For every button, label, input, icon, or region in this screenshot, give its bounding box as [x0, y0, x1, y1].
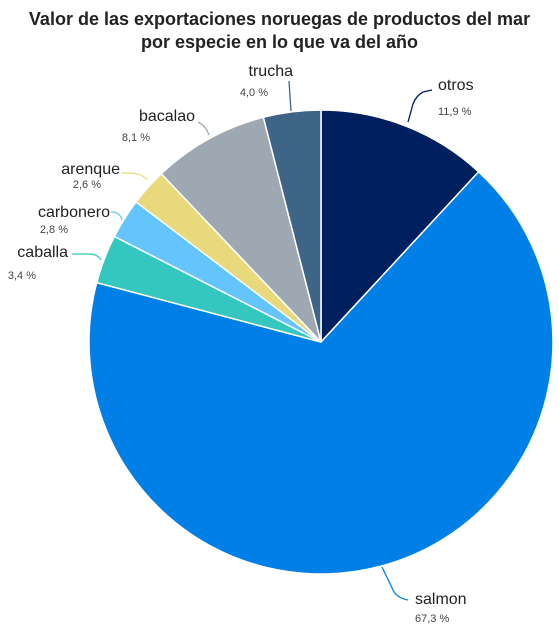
- pie-slices: [88, 109, 554, 575]
- slice-label-carbonero: carbonero: [38, 204, 110, 221]
- slice-label-arenque: arenque: [61, 161, 120, 178]
- pie-slice-otros[interactable]: [320, 109, 480, 343]
- slice-label-salmon: salmon: [415, 591, 467, 608]
- leader-line-otros: [407, 89, 433, 123]
- slice-value-otros: 11,9 %: [438, 106, 472, 118]
- slice-value-salmon: 67,3 %: [415, 613, 449, 625]
- slice-value-caballa: 3,4 %: [8, 270, 36, 282]
- slice-value-arenque: 2,6 %: [73, 179, 101, 191]
- pie-slice-bacalao[interactable]: [160, 116, 322, 343]
- pie-slice-trucha[interactable]: [262, 109, 322, 343]
- slice-value-carbonero: 2,8 %: [40, 224, 68, 236]
- leader-line-caballa: [72, 253, 102, 261]
- slice-label-trucha: trucha: [249, 63, 294, 80]
- chart-title-line-1: Valor de las exportaciones noruegas de p…: [28, 9, 531, 29]
- chart-title-line-2: por especie en lo que va del año: [140, 32, 419, 52]
- leader-line-arenque: [121, 172, 148, 181]
- leader-line-bacalao: [197, 121, 210, 136]
- pie-slice-salmon[interactable]: [88, 171, 554, 575]
- leader-line-carbonero: [110, 211, 123, 221]
- slice-value-bacalao: 8,1 %: [122, 132, 150, 144]
- slice-label-otros: otros: [438, 77, 474, 94]
- slice-value-trucha: 4,0 %: [240, 87, 268, 99]
- chart-title: Valor de las exportaciones noruegas de p…: [0, 8, 559, 54]
- slice-label-bacalao: bacalao: [139, 108, 195, 125]
- pie-labels: otros 11,9 % salmon 67,3 % caballa 3,4 % carbo…: [8, 63, 474, 625]
- leader-line-trucha: [288, 80, 292, 112]
- leader-line-salmon: [381, 566, 409, 601]
- slice-label-caballa: caballa: [17, 244, 68, 261]
